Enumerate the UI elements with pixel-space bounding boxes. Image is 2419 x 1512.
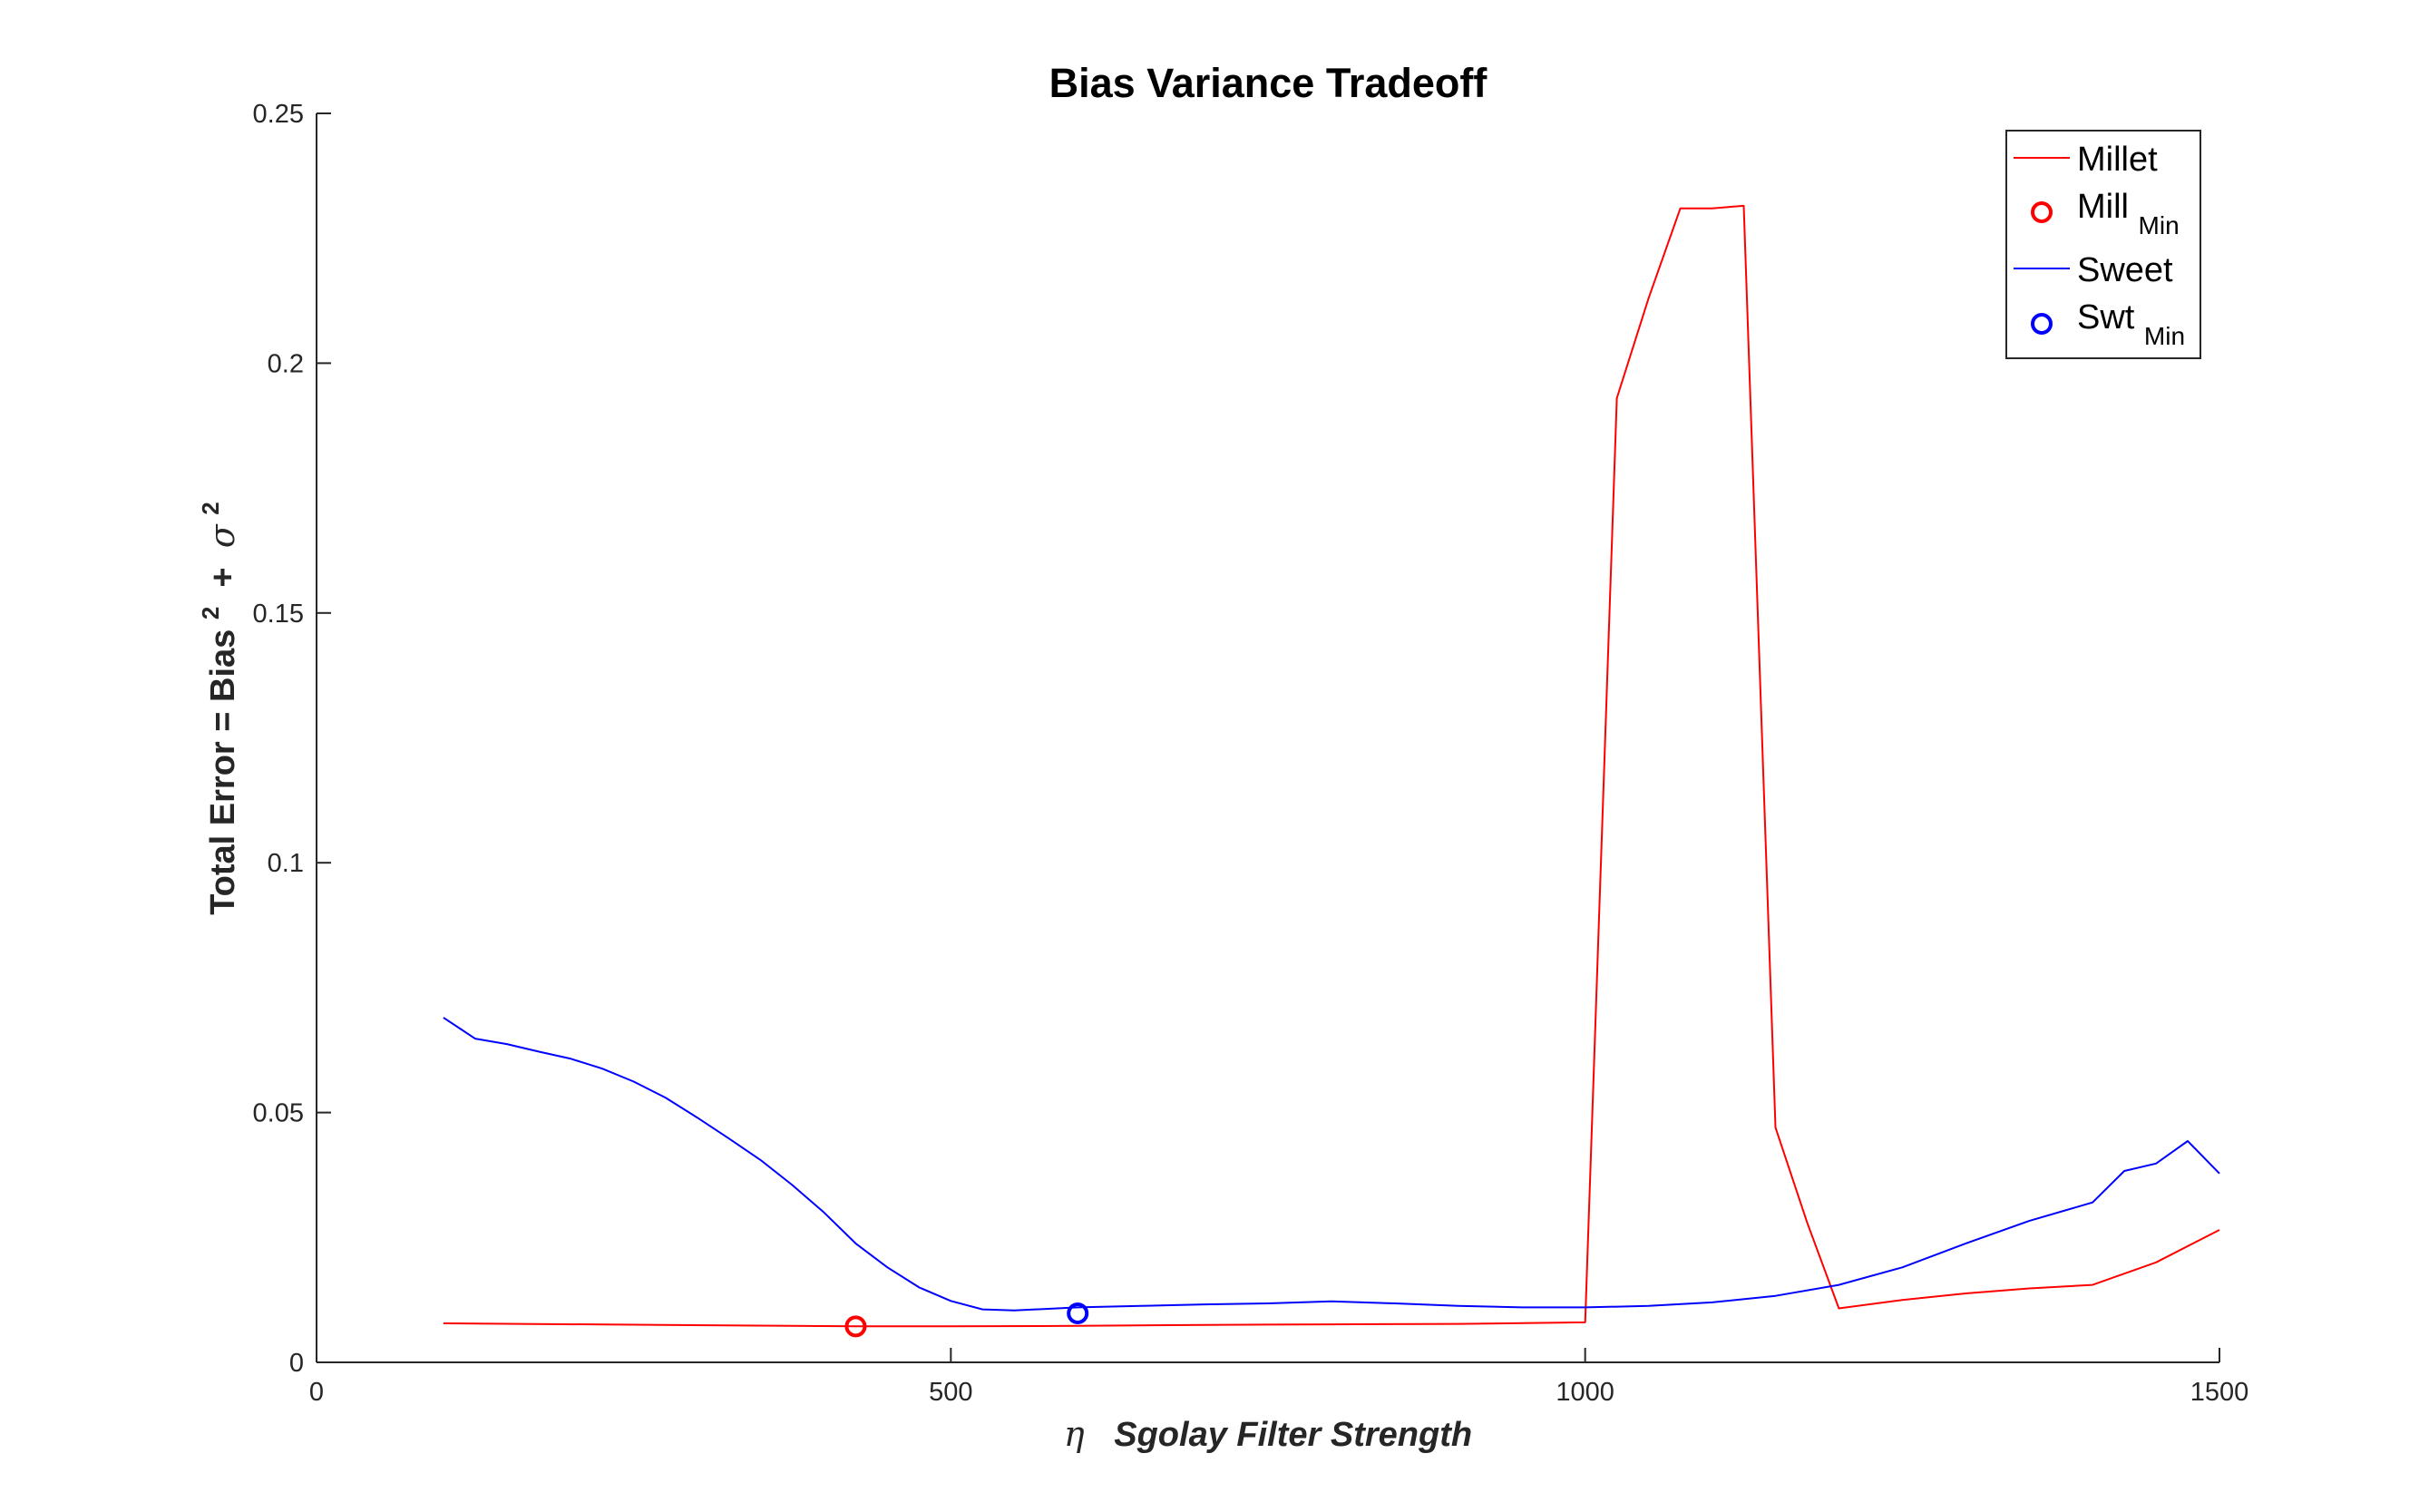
y-axis-label-mid: +: [204, 558, 242, 597]
x-axis-symbol: η: [1064, 1414, 1085, 1454]
series-layer: [443, 204, 2220, 1338]
x-tick-label: 1000: [1556, 1378, 1614, 1407]
legend-marker-swt-min: [2031, 313, 2053, 335]
y-tick-label: 0.2: [268, 349, 304, 378]
x-axis-text: Sgolay Filter Strength: [1114, 1416, 1472, 1454]
legend: Millet Mill Min Sweet Swt Min: [2005, 130, 2201, 359]
legend-label-mill-min: Mill Min: [2077, 188, 2180, 239]
point-mill-min: [844, 1315, 867, 1338]
legend-label-swt-min-main: Swt: [2077, 298, 2135, 337]
series-line-millet: [443, 204, 2220, 1328]
legend-label-mill-min-main: Mill: [2077, 188, 2129, 226]
x-ticks: 0 500 1000 1500: [309, 1348, 2248, 1407]
y-axis-label-prefix: Total Error = Bias: [204, 629, 242, 915]
y-axis-label-symbol: σ: [202, 523, 242, 548]
legend-label-swt-min: Swt Min: [2077, 298, 2185, 350]
x-tick-label: 500: [929, 1378, 972, 1407]
series-line-sweet: [443, 1017, 2220, 1312]
point-swt-min: [1067, 1302, 1089, 1325]
y-tick-label: 0.1: [268, 849, 304, 878]
y-tick-label: 0.05: [253, 1099, 304, 1128]
axes: [316, 113, 2219, 1363]
y-ticks: 0 0.05 0.1 0.15 0.2 0.25: [253, 100, 331, 1378]
y-axis-label-sup1: 2: [197, 607, 224, 619]
y-tick-label: 0.25: [253, 100, 304, 129]
legend-label-swt-min-sub: Min: [2144, 322, 2185, 350]
legend-box: [2005, 130, 2201, 359]
legend-marker-mill-min: [2031, 201, 2053, 223]
legend-label-mill-min-sub: Min: [2139, 211, 2180, 239]
legend-label-millet: Millet: [2077, 141, 2158, 179]
chart-title: Bias Variance Tradeoff: [1049, 60, 1488, 106]
legend-label-sweet: Sweet: [2077, 251, 2173, 289]
x-tick-label: 1500: [2190, 1378, 2249, 1407]
y-tick-label: 0.15: [253, 600, 304, 629]
x-axis-label: η Sgolay Filter Strength: [1064, 1414, 1472, 1454]
y-tick-label: 0: [289, 1349, 304, 1378]
y-axis-label-sup2: 2: [197, 502, 224, 514]
x-tick-label: 0: [309, 1378, 324, 1407]
y-axis-label: Total Error = Bias 2 + σ 2: [189, 502, 242, 914]
